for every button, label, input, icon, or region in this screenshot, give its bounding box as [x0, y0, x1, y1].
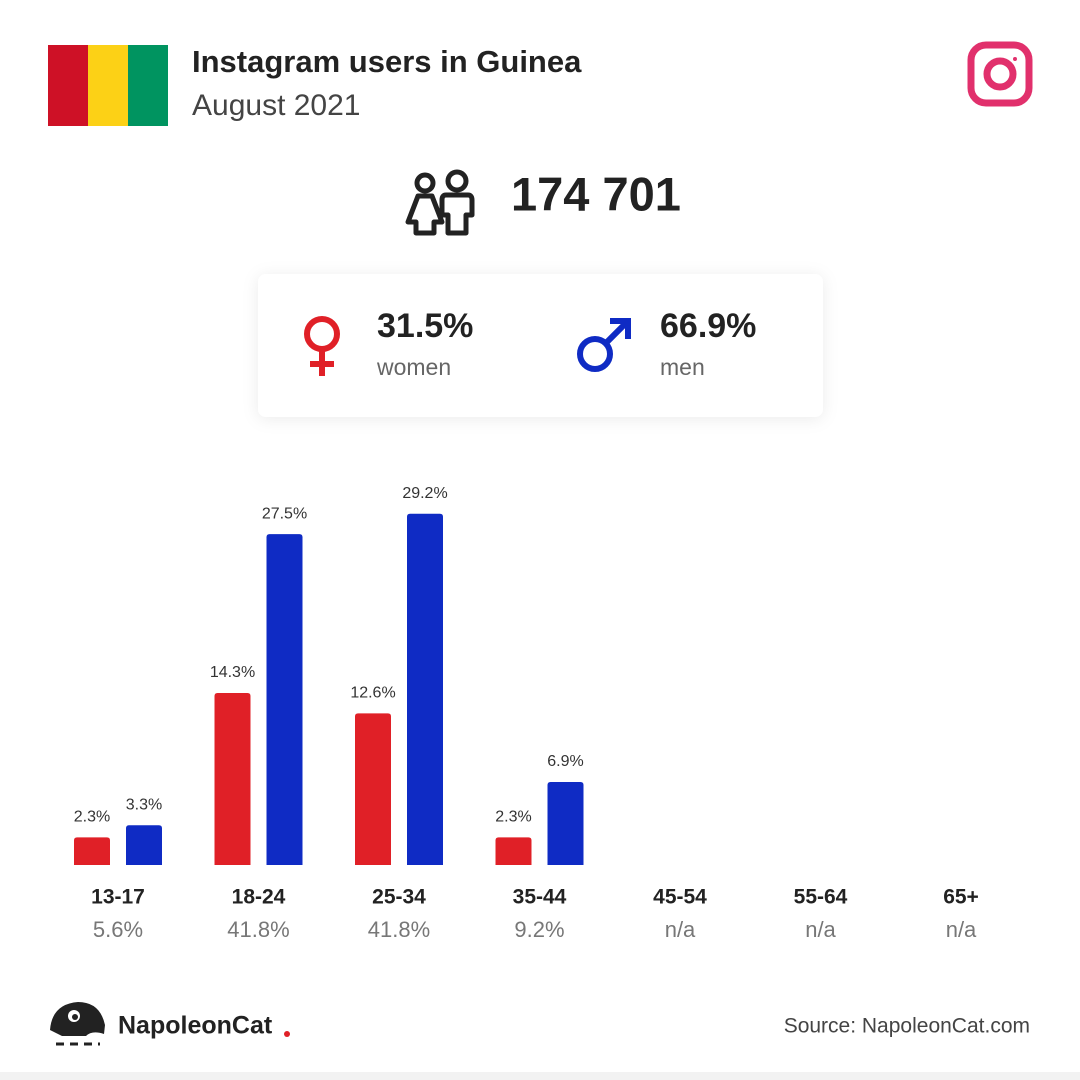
- brand-logo: [50, 1002, 290, 1046]
- category-label: 65+: [943, 886, 979, 909]
- source: Source: NapoleonCat.com: [784, 1015, 1030, 1038]
- value-label: 2.3%: [495, 809, 531, 826]
- male-icon: [577, 318, 631, 372]
- category-label: 18-24: [232, 886, 286, 909]
- bar: [547, 781, 584, 865]
- women-share: 31.5%: [377, 307, 473, 345]
- men-share: 66.9%: [660, 307, 756, 345]
- bar: [74, 837, 110, 865]
- category-total: n/a: [805, 917, 836, 942]
- value-label: 14.3%: [210, 664, 255, 681]
- category-label: 45-54: [653, 886, 707, 909]
- category-total: 9.2%: [514, 917, 564, 942]
- instagram-icon: [967, 41, 1033, 107]
- value-label: 29.2%: [402, 485, 447, 502]
- bar: [495, 837, 532, 865]
- category-total: 5.6%: [93, 917, 143, 942]
- category-label: 35-44: [513, 886, 567, 909]
- subtitle: August 2021: [192, 89, 360, 122]
- value-label: 12.6%: [350, 685, 395, 702]
- brand: NapoleonCat: [118, 1012, 273, 1040]
- flag: [48, 45, 168, 126]
- bar: [407, 513, 443, 865]
- men-label: men: [660, 354, 705, 380]
- value-label: 2.3%: [74, 809, 110, 826]
- category-label: 13-17: [91, 886, 145, 909]
- female-icon: [304, 316, 340, 376]
- gender-card: [258, 274, 823, 417]
- value-label: 27.5%: [262, 505, 307, 522]
- bar: [214, 692, 251, 865]
- category-total: 41.8%: [227, 917, 289, 942]
- title: Instagram users in Guinea: [192, 44, 582, 79]
- bar: [266, 534, 303, 865]
- bottom-strip: [0, 1072, 1080, 1080]
- total-users: 174 701: [511, 167, 681, 220]
- bar: [355, 713, 391, 865]
- women-label: women: [376, 354, 451, 380]
- category-total: 41.8%: [368, 917, 430, 942]
- category-total: n/a: [946, 917, 977, 942]
- value-label: 6.9%: [547, 753, 583, 770]
- bar: [126, 825, 162, 865]
- value-label: 3.3%: [126, 797, 162, 814]
- category-label: 25-34: [372, 886, 426, 909]
- users-icon: [405, 169, 475, 236]
- category-label: 55-64: [794, 886, 848, 909]
- category-total: n/a: [665, 917, 696, 942]
